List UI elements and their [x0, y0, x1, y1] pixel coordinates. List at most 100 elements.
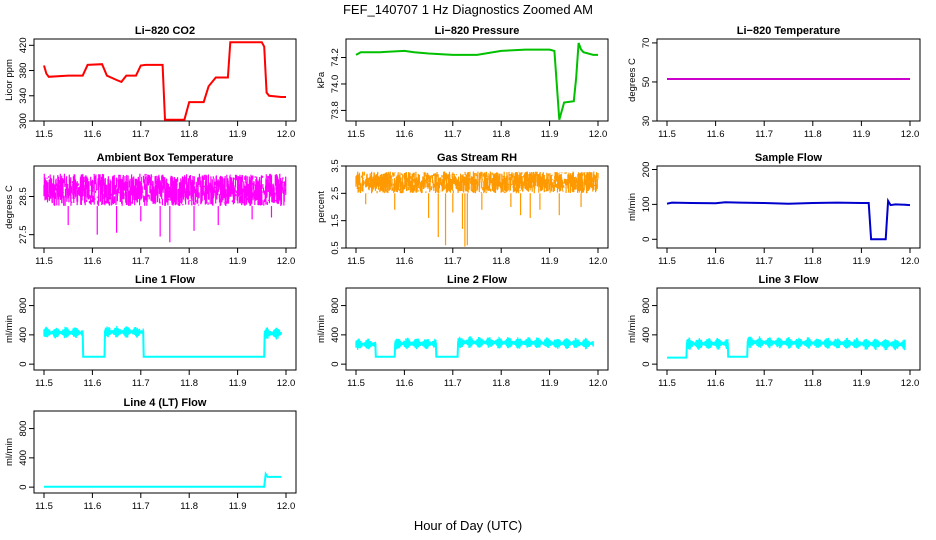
y-tick-label: 800: [641, 298, 652, 314]
series-noise: [43, 325, 282, 340]
y-axis-label: ml/min: [627, 193, 638, 221]
y-tick-label: 74.2: [330, 48, 341, 67]
y-tick-label: 800: [330, 298, 341, 314]
x-tick-label: 11.6: [396, 129, 414, 140]
y-axis-label: Licor ppm: [4, 59, 15, 101]
plot-frame: [33, 410, 297, 494]
x-tick-label: 11.9: [229, 256, 247, 267]
data-layer: [355, 336, 594, 358]
y-axis-label: percent: [316, 191, 327, 223]
y-tick-label: 0: [641, 237, 652, 242]
x-tick-label: 11.6: [707, 129, 725, 140]
x-tick-label: 11.9: [853, 256, 871, 267]
series-line: [44, 330, 282, 358]
x-tick-label: 11.9: [229, 501, 247, 512]
x-tick-label: 12.0: [901, 256, 920, 267]
x-tick-label: 11.6: [84, 378, 102, 389]
y-axis-label: ml/min: [627, 315, 638, 343]
panel-5: Gas Stream RH percent 11.5 11.6 11.7 11.8 11.9…: [316, 152, 609, 267]
x-tick-label: 11.8: [180, 129, 198, 140]
y-tick-label: 2.5: [330, 187, 341, 200]
x-tick-label: 12.0: [589, 256, 608, 267]
figure-xlabel: Hour of Day (UTC): [414, 518, 522, 533]
y-tick-label: 400: [18, 450, 29, 466]
series-noise: [686, 336, 906, 351]
panel-1: Li−820 CO2 Licor ppm 11.5 11.6 11.7 11.8 11.9 1…: [4, 25, 297, 140]
x-tick-label: 11.6: [396, 378, 414, 389]
panel-title: Line 4 (LT) Flow: [124, 397, 207, 409]
x-tick-label: 11.8: [804, 378, 822, 389]
x-tick-label: 11.9: [541, 129, 559, 140]
x-tick-label: 11.9: [853, 378, 871, 389]
plot-frame: [656, 287, 921, 371]
panel-10: Line 4 (LT) Flow ml/min 11.5 11.6 11.7 11.8 11…: [4, 397, 297, 512]
x-tick-label: 12.0: [901, 129, 920, 140]
series-line: [43, 41, 286, 121]
x-tick-label: 11.7: [444, 256, 462, 267]
data-layer: [43, 325, 282, 358]
data-layer: [666, 197, 911, 241]
panel-2: Li−820 Pressure kPa 11.5 11.6 11.7 11.8 11.9 12…: [316, 25, 609, 140]
panel-4: Ambient Box Temperature degrees C 11.5 11.6…: [4, 152, 297, 267]
data-layer: [44, 471, 282, 488]
y-tick-label: 100: [641, 196, 652, 212]
x-tick-label: 11.5: [658, 129, 676, 140]
y-tick-label: 400: [18, 327, 29, 343]
x-tick-label: 11.7: [444, 129, 462, 140]
panel-3: Li−820 Temperature degrees C 11.5 11.6 11.7 1…: [627, 25, 921, 140]
panels: Li−820 CO2 Licor ppm 11.5 11.6 11.7 11.8 11.9 1…: [4, 25, 921, 512]
series-line: [355, 42, 598, 120]
x-tick-label: 11.5: [35, 129, 53, 140]
x-tick-label: 11.8: [180, 501, 198, 512]
series-band: [43, 173, 287, 206]
panel-title: Li−820 Pressure: [435, 25, 520, 37]
x-tick-label: 11.8: [180, 378, 198, 389]
x-tick-label: 11.9: [541, 378, 559, 389]
data-layer: [667, 336, 906, 359]
plot-frame: [33, 38, 297, 122]
panel-8: Line 2 Flow ml/min 11.5 11.6 11.7 11.8 11.9 12.…: [316, 274, 609, 389]
series-line: [44, 471, 282, 488]
panel-7: Line 1 Flow ml/min 11.5 11.6 11.7 11.8 11.9 12.…: [4, 274, 297, 389]
plot-frame: [345, 165, 609, 249]
x-tick-label: 11.8: [180, 256, 198, 267]
data-layer: [43, 173, 287, 243]
y-tick-label: 340: [18, 88, 29, 104]
x-tick-label: 11.6: [396, 256, 414, 267]
x-tick-label: 11.9: [853, 129, 871, 140]
x-tick-label: 11.5: [658, 378, 676, 389]
y-axis-label: ml/min: [4, 315, 15, 343]
x-tick-label: 11.6: [84, 129, 102, 140]
x-tick-label: 11.6: [707, 256, 725, 267]
series-band: [355, 171, 599, 194]
x-tick-label: 11.7: [755, 256, 773, 267]
plot-frame: [33, 165, 297, 249]
y-tick-label: 400: [330, 327, 341, 343]
x-tick-label: 11.7: [132, 256, 150, 267]
panel-title: Gas Stream RH: [437, 152, 517, 164]
y-tick-label: 0: [641, 361, 652, 366]
panel-title: Line 1 Flow: [135, 274, 195, 286]
y-tick-label: 70: [641, 38, 652, 49]
y-tick-label: 400: [641, 327, 652, 343]
y-tick-label: 28.5: [18, 187, 29, 206]
y-axis-label: kPa: [316, 71, 327, 88]
x-tick-label: 11.5: [658, 256, 676, 267]
x-tick-label: 11.7: [132, 501, 150, 512]
y-tick-label: 0: [18, 361, 29, 366]
series-noise: [355, 336, 594, 350]
plot-frame: [345, 38, 609, 122]
x-tick-label: 11.8: [492, 129, 510, 140]
plot-frame: [33, 287, 297, 371]
x-tick-label: 11.7: [755, 129, 773, 140]
y-tick-label: 1.5: [330, 214, 341, 227]
x-tick-label: 11.7: [132, 378, 150, 389]
x-tick-label: 11.9: [229, 378, 247, 389]
x-tick-label: 11.5: [347, 256, 365, 267]
x-tick-label: 11.8: [804, 129, 822, 140]
data-layer: [355, 42, 598, 120]
x-tick-label: 11.5: [35, 378, 53, 389]
y-tick-label: 0: [18, 484, 29, 489]
x-tick-label: 11.5: [347, 129, 365, 140]
x-tick-label: 11.7: [755, 378, 773, 389]
